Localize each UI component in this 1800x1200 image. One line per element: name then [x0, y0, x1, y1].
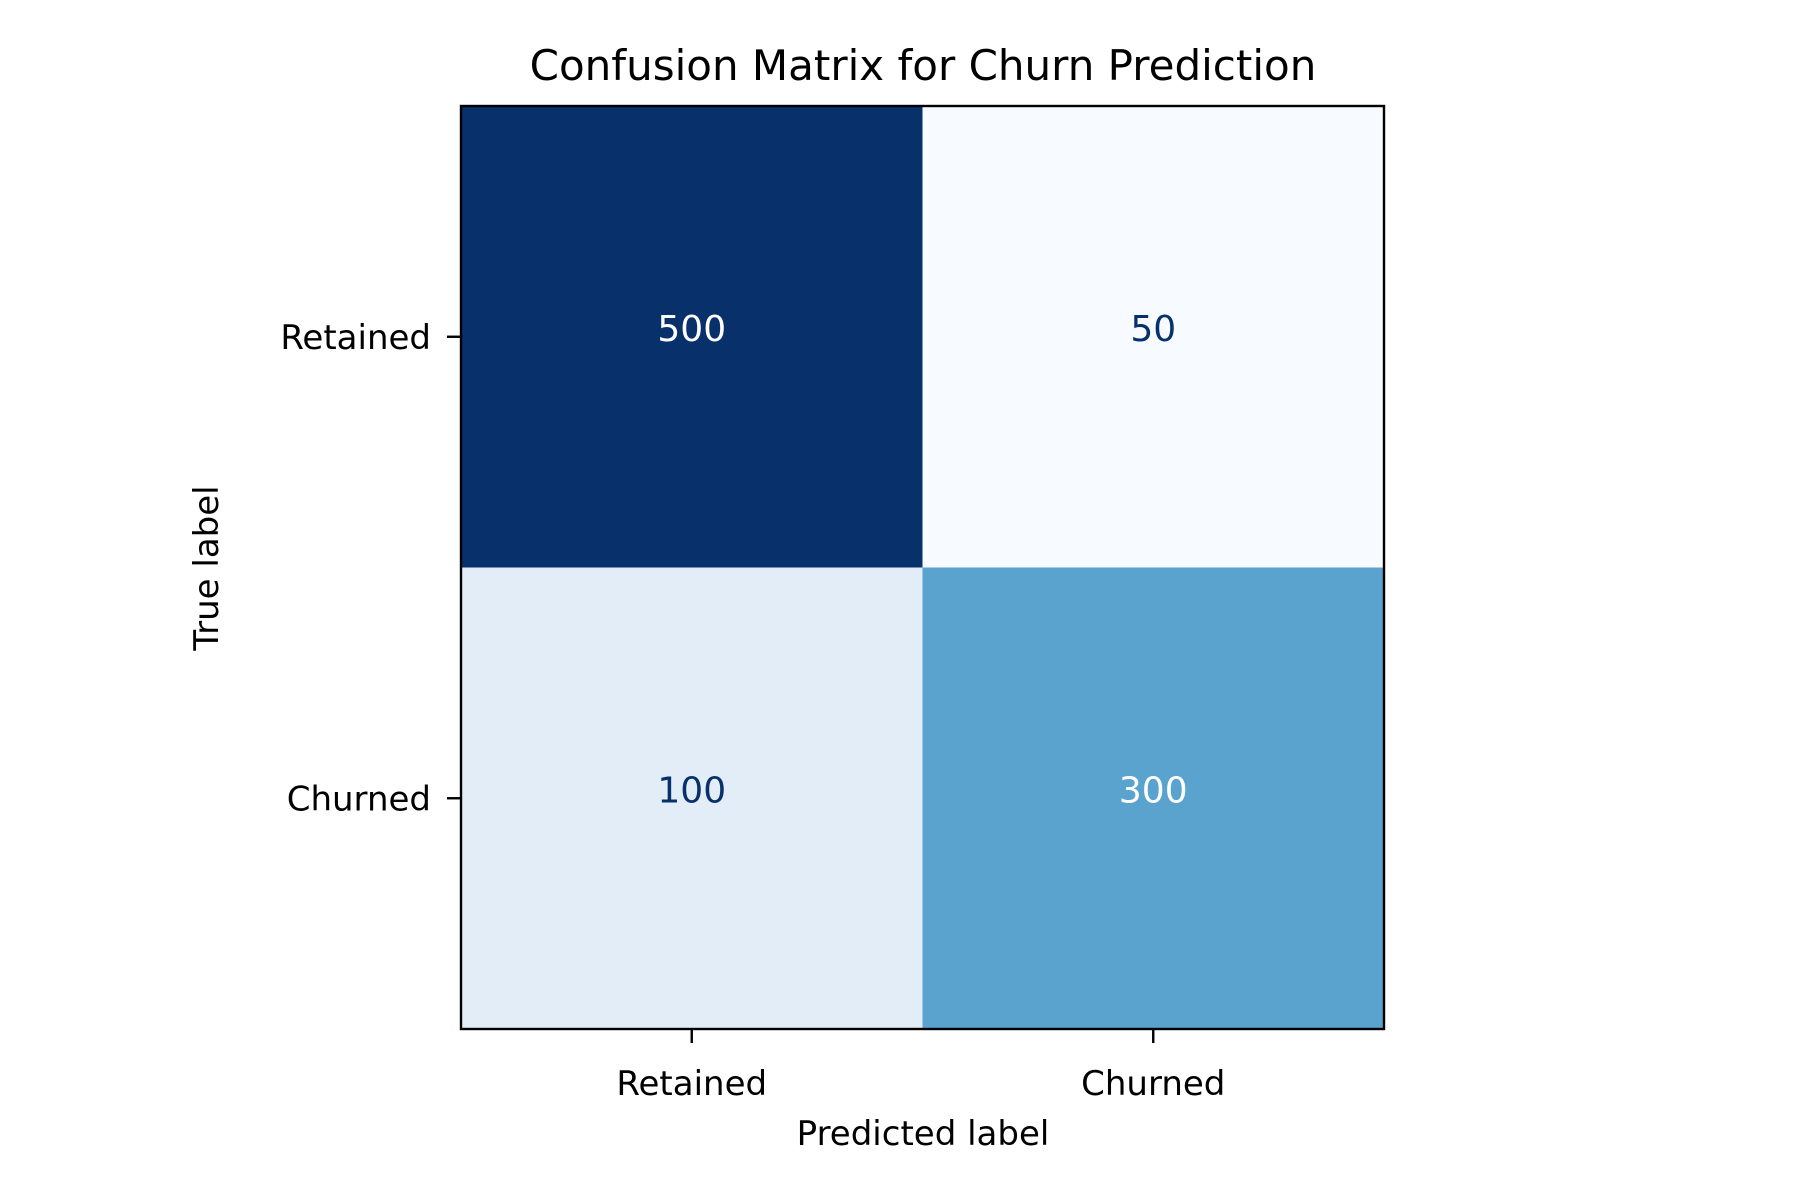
matrix-cell-r0-c0: [461, 106, 923, 568]
plot-frame: [459, 104, 1386, 1031]
matrix-cells: [461, 106, 1384, 1029]
x-axis-ticks: Retained Churned: [616, 1029, 1225, 1104]
cell-value-r1-c1: 300: [1119, 770, 1188, 811]
matrix-cell-r1-c0: [461, 567, 923, 1029]
y-axis-label: True label: [187, 485, 227, 651]
cell-value-r0-c1: 50: [1130, 309, 1176, 350]
x-axis-label: Predicted label: [797, 1114, 1050, 1154]
matrix-cell-labels: 500 50 100 300: [657, 309, 1187, 812]
y-tick-label-retained: Retained: [280, 318, 431, 358]
x-tick-label-retained: Retained: [616, 1064, 767, 1104]
y-axis-ticks: Retained Churned: [280, 318, 461, 819]
chart-title: Confusion Matrix for Churn Prediction: [530, 41, 1317, 90]
y-tick-label-churned: Churned: [287, 779, 431, 819]
matrix-cell-r1-c1: [922, 567, 1384, 1029]
cell-value-r0-c0: 500: [657, 309, 726, 350]
matrix-cell-r0-c1: [922, 106, 1384, 568]
x-tick-label-churned: Churned: [1081, 1064, 1225, 1104]
cell-value-r1-c0: 100: [657, 770, 726, 811]
